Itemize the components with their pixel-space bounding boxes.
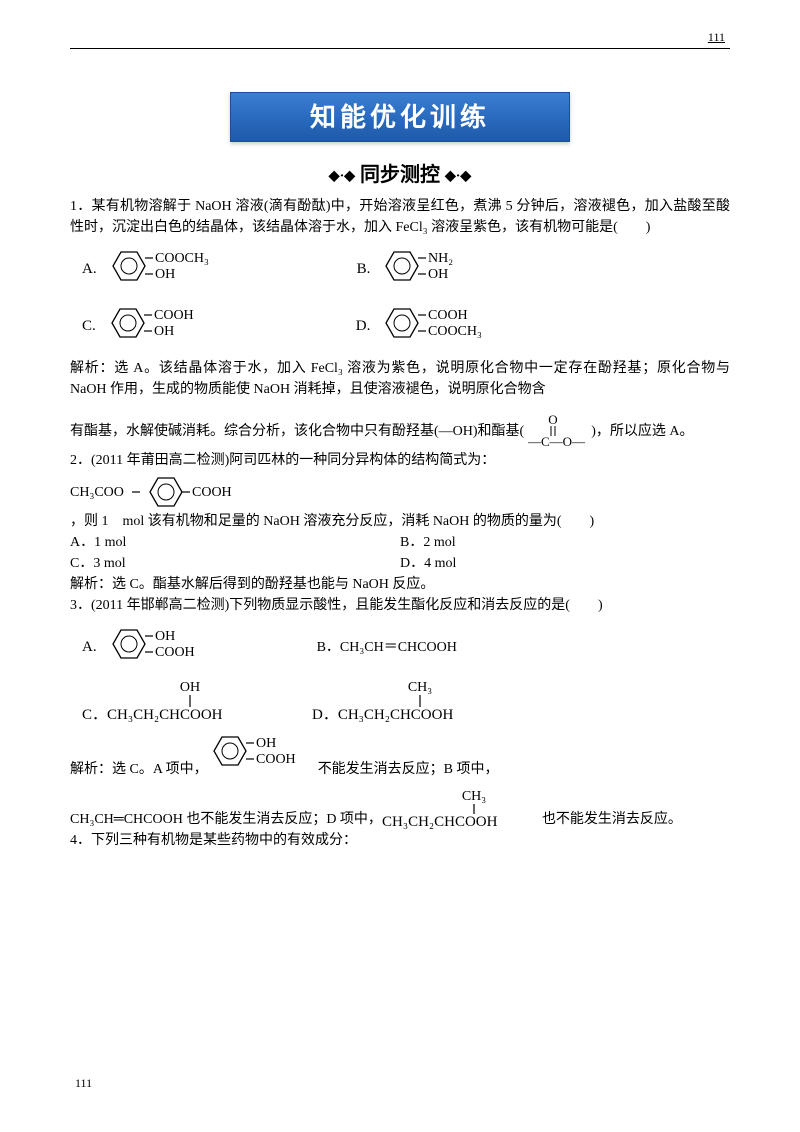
svg-text:CH₃: CH₃	[408, 680, 432, 695]
page-content: 知能优化训练 ◆·◆ 同步测控 ◆·◆ 1．某有机物溶解于 NaOH 溶液(滴有…	[0, 0, 800, 881]
benzene-icon: OH COOH	[208, 729, 318, 780]
page-number-bottom: 111	[75, 1074, 92, 1092]
q2-opt-a: A．1 mol	[70, 532, 400, 553]
q3-explain-c: CH₃CH═CHCOOH 也不能发生消去反应；D 项中， CH₃ CH₃CH₂C…	[70, 788, 730, 830]
q1-opt-a-label: A.	[82, 258, 97, 281]
q2-opt-b: B．2 mol	[400, 532, 730, 553]
svg-text:—C—O—: —C—O—	[528, 434, 586, 449]
q3-explain-c-a: CH₃CH═CHCOOH 也不能发生消去反应；D 项中，	[70, 809, 382, 830]
q4-text: 4．下列三种有机物是某些药物中的有效成分：	[70, 830, 730, 851]
q2-options-2: C．3 mol D．4 mol	[70, 553, 730, 574]
svg-text:O: O	[548, 414, 557, 427]
q3-explain-a-text: 解析：选 C。A 项中，	[70, 759, 208, 780]
q3-explain-c-b: 也不能发生消去反应。	[542, 809, 682, 830]
svg-text:COOH: COOH	[256, 752, 296, 767]
svg-text:OH: OH	[155, 629, 175, 644]
svg-text:COOCH₃: COOCH₃	[155, 251, 209, 266]
benzene-icon: COOH OH	[106, 301, 216, 352]
q3-opt-a: A. OH COOH	[82, 622, 217, 673]
q1-opt-b-label: B.	[357, 258, 371, 281]
svg-text:C．CH₃CH₂CHCOOH: C．CH₃CH₂CHCOOH	[82, 707, 223, 723]
q3-opt-b: B．CH₃CH＝CHCOOH	[317, 637, 457, 658]
q3-opt-b-text: B．CH₃CH＝CHCOOH	[317, 637, 457, 658]
q2-explain: 解析：选 C。酯基水解后得到的酚羟基也能与 NaOH 反应。	[70, 574, 730, 595]
svg-text:OH: OH	[428, 267, 448, 282]
q1-opt-d: D. COOH COOCH₃	[356, 301, 501, 352]
svg-text:OH: OH	[180, 680, 200, 695]
q1-row-cd: C. COOH OH D.	[70, 301, 730, 352]
svg-text:COOH: COOH	[154, 308, 194, 323]
q1-row-ab: A. COOCH₃ OH B.	[70, 244, 730, 295]
q2-structure: CH₃COO COOH	[70, 471, 250, 511]
subheading-text: 同步测控	[360, 164, 440, 186]
benzene-icon: OH COOH	[107, 622, 217, 673]
q3-explain-b-text: 不能发生消去反应；B 项中，	[318, 759, 499, 780]
subheading-suffix: ◆·◆	[445, 169, 471, 184]
svg-text:OH: OH	[256, 736, 276, 751]
q1-opt-a: A. COOCH₃ OH	[82, 244, 217, 295]
page-number-top: 111	[708, 28, 725, 46]
q2-opt-c: C．3 mol	[70, 553, 400, 574]
svg-text:COOH: COOH	[192, 485, 232, 500]
q2-options: A．1 mol B．2 mol	[70, 532, 730, 553]
svg-text:OH: OH	[154, 324, 174, 339]
q1-opt-d-label: D.	[356, 315, 371, 338]
q1-opt-c-label: C.	[82, 315, 96, 338]
benzene-icon: COOH COOCH₃	[380, 301, 500, 352]
svg-text:OH: OH	[155, 267, 175, 282]
q3-text: 3．(2011 年邯郸高二检测)下列物质显示酸性，且能发生酯化反应和消去反应的是…	[70, 595, 730, 616]
q1-explain-p2: 有酯基，水解使碱消耗。综合分析，该化合物中只有酚羟基(—OH)和酯基( O —C…	[70, 414, 730, 450]
benzene-icon: NH₂ OH	[380, 244, 480, 295]
q1-text: 1．某有机物溶解于 NaOH 溶液(滴有酚酞)中，开始溶液呈红色，煮沸 5 分钟…	[70, 196, 730, 238]
q3-opt-d: CH₃ D．CH₃CH₂CHCOOH	[312, 679, 502, 723]
svg-text:COOH: COOH	[428, 308, 468, 323]
q2-struct-line: CH₃COO COOH ，则 1 mol 该有机物和足量的 NaOH 溶液充分反…	[70, 471, 730, 532]
header-rule	[70, 48, 730, 49]
svg-text:NH₂: NH₂	[428, 251, 453, 266]
q3-row-ab: A. OH COOH B．CH₃CH＝CHCOOH	[70, 622, 730, 673]
q1-opt-c: C. COOH OH	[82, 301, 216, 352]
ester-group-icon: O —C—O—	[528, 414, 588, 450]
svg-text:CH₃COO: CH₃COO	[70, 485, 124, 500]
q1-explain-p1: 解析：选 A。该结晶体溶于水，加入 FeCl₃ 溶液为紫色，说明原化合物中一定存…	[70, 358, 730, 400]
title-banner-text: 知能优化训练	[310, 98, 490, 137]
svg-text:COOCH₃: COOCH₃	[428, 324, 482, 339]
q1-opt-b: B. NH₂ OH	[357, 244, 481, 295]
q1-explain-p2b: )，所以应选 A。	[591, 424, 693, 439]
subheading: ◆·◆ 同步测控 ◆·◆	[70, 160, 730, 190]
benzene-icon: COOCH₃ OH	[107, 244, 217, 295]
q2-text-a: 2．(2011 年莆田高二检测)阿司匹林的一种同分异构体的结构简式为：	[70, 450, 730, 471]
q3-explain-c-struct: CH₃ CH₃CH₂CHCOOH	[382, 788, 542, 830]
q3-explain-a: 解析：选 C。A 项中， OH COOH 不能发生消去反应；B 项中，	[70, 729, 730, 780]
q3-opt-a-label: A.	[82, 636, 97, 659]
subheading-prefix: ◆·◆	[329, 169, 355, 184]
svg-text:COOH: COOH	[155, 645, 195, 660]
q3-row-cd: OH C．CH₃CH₂CHCOOH CH₃ D．CH₃CH₂CHCOOH	[70, 679, 730, 723]
svg-text:D．CH₃CH₂CHCOOH: D．CH₃CH₂CHCOOH	[312, 707, 453, 723]
svg-text:CH₃CH₂CHCOOH: CH₃CH₂CHCOOH	[382, 814, 498, 830]
svg-text:CH₃: CH₃	[462, 789, 486, 804]
q1-explain-p2a: 有酯基，水解使碱消耗。综合分析，该化合物中只有酚羟基(—OH)和酯基(	[70, 424, 524, 439]
q2-opt-d: D．4 mol	[400, 553, 730, 574]
title-banner: 知能优化训练	[230, 92, 570, 142]
q2-text-b: ，则 1 mol 该有机物和足量的 NaOH 溶液充分反应，消耗 NaOH 的物…	[70, 511, 594, 532]
q3-opt-c: OH C．CH₃CH₂CHCOOH	[82, 679, 272, 723]
